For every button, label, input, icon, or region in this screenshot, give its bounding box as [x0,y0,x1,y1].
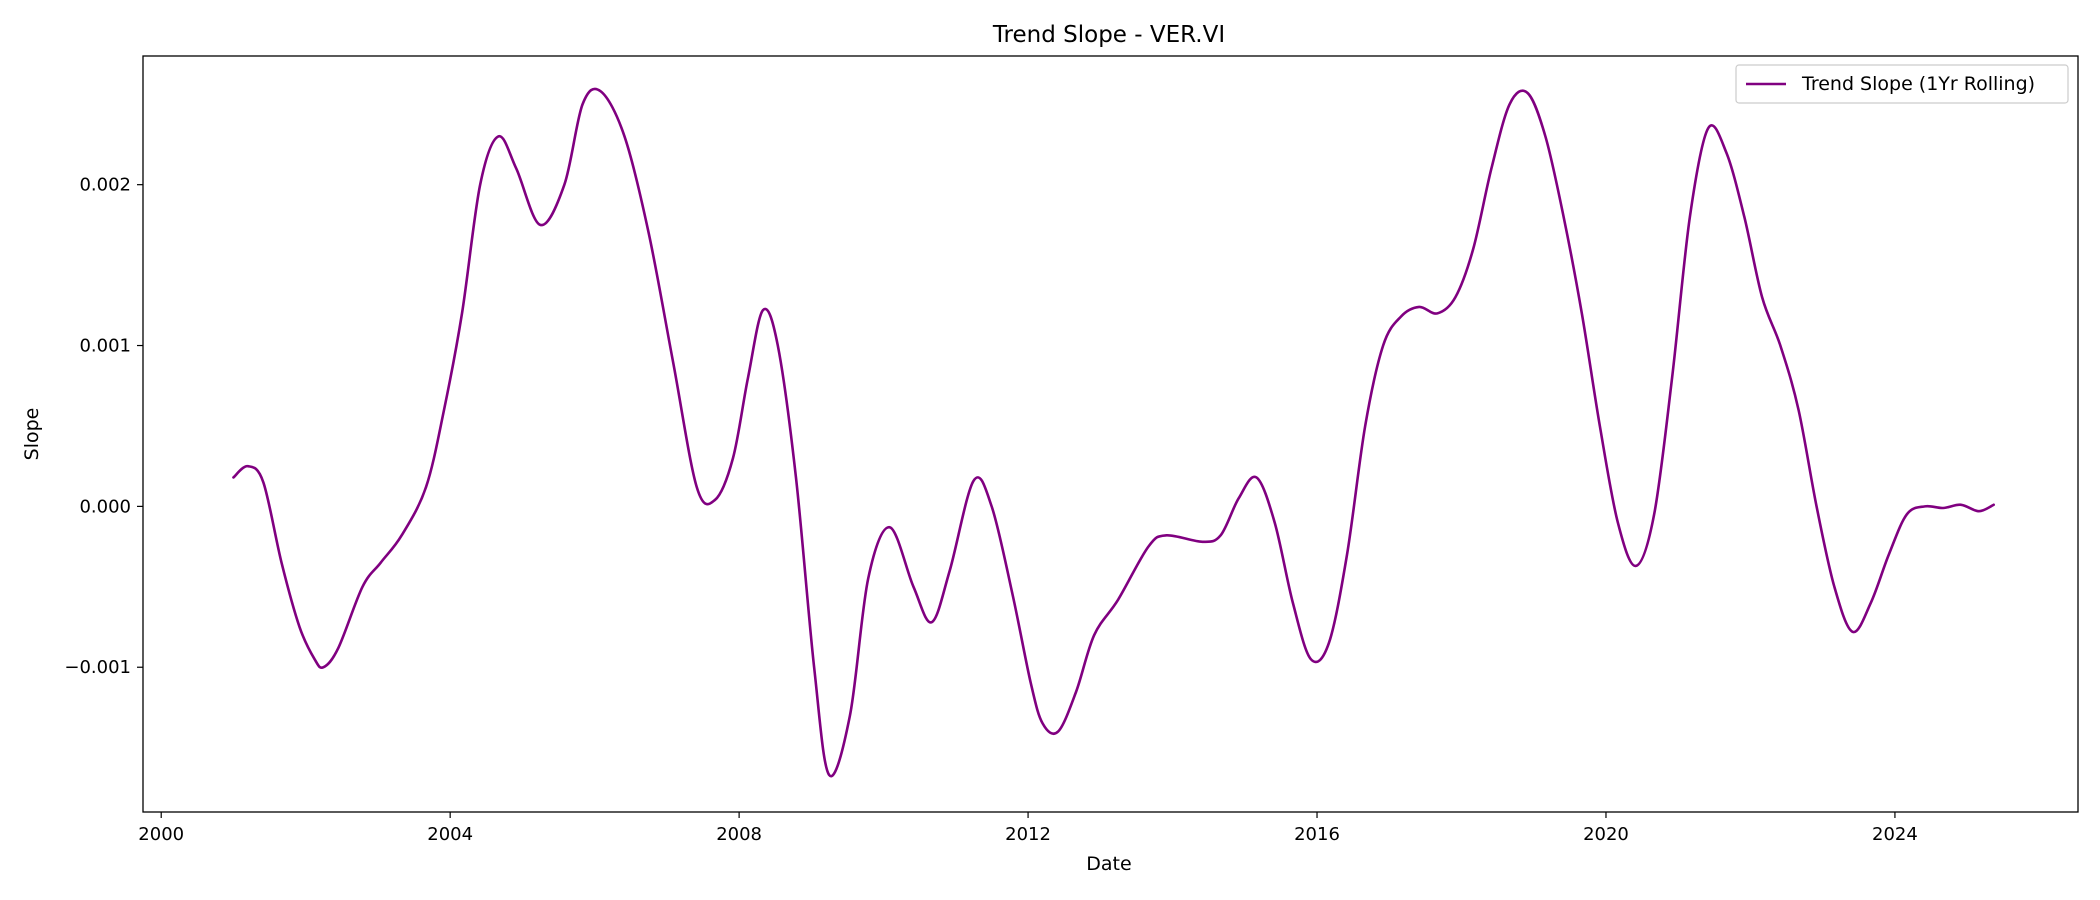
legend-entry: Trend Slope (1Yr Rolling) [1801,73,2035,95]
y-tick-label: 0.002 [79,175,131,196]
y-axis: −0.001 0.000 0.001 0.002 [64,175,143,678]
x-tick-label: 2012 [1005,824,1051,845]
legend-frame [1735,64,2069,104]
legend: Trend Slope (1Yr Rolling) [1735,64,2069,104]
x-tick-label: 2000 [138,824,184,845]
x-tick-label: 2024 [1872,824,1918,845]
y-tick-label: 0.001 [79,336,131,357]
y-tick-label: −0.001 [64,657,131,678]
y-tick-label: 0.000 [79,496,131,517]
x-tick-label: 2020 [1583,824,1629,845]
x-axis-label: Date [1086,853,1131,875]
chart-title: Trend Slope - VER.VI [992,22,1225,48]
y-axis-label: Slope [21,408,43,461]
trend-slope-line [232,87,1995,778]
plot-frame [142,55,2079,813]
x-axis: 2000 2004 2008 2012 2016 2020 2024 [138,812,1918,845]
x-tick-label: 2004 [427,824,473,845]
x-tick-label: 2016 [1294,824,1340,845]
plot-area [142,55,2079,813]
x-tick-label: 2008 [716,824,762,845]
